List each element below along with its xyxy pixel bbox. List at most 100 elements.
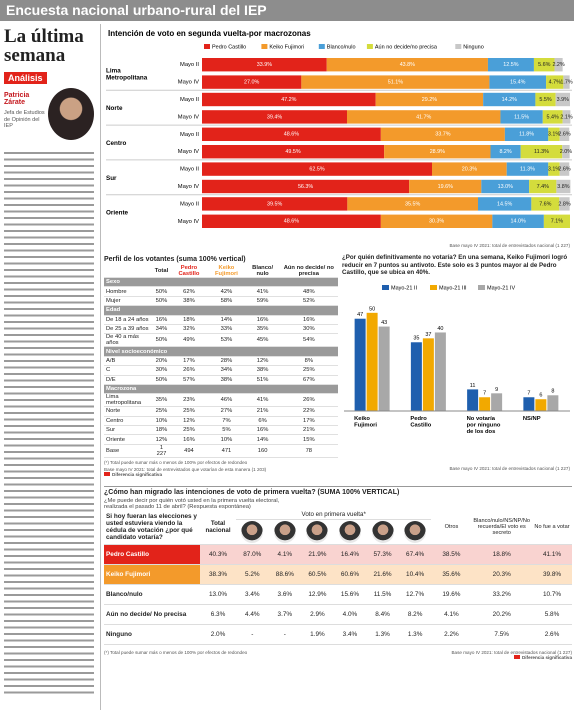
cell: 58% <box>207 296 245 305</box>
cell: 60.5% <box>301 565 334 585</box>
bar <box>435 332 446 411</box>
row-label: De 18 a 24 años <box>104 315 152 324</box>
cell: 30% <box>152 366 170 375</box>
cell: 3.6% <box>269 585 302 605</box>
cell: 16.4% <box>334 545 367 565</box>
value-label: 47.2% <box>281 97 296 103</box>
table-footer: (*) Total puede sumar más o menos de 100… <box>104 648 572 655</box>
table-note: (*) Total puede sumar más o menos de 100… <box>104 460 338 465</box>
legend-swatch <box>514 655 520 659</box>
cell: 50% <box>152 296 170 305</box>
cell: 16% <box>246 315 280 324</box>
page: Encuesta IEP {"header":{"title":"Encuest… <box>0 0 574 711</box>
table-title: ¿Cómo han migrado las intenciones de vot… <box>104 489 572 496</box>
candidate-header <box>269 520 302 545</box>
cell: 50% <box>152 375 170 384</box>
section-row: Nivel socioeconómico <box>104 347 338 356</box>
value-label: 27.0% <box>244 80 259 86</box>
value-label: 7 <box>483 390 486 396</box>
section-row: Edad <box>104 306 338 315</box>
cell: 59% <box>246 296 280 305</box>
legend-label: Pedro Castillo <box>212 44 246 50</box>
data-row: C30%26%34%38%25% <box>104 366 338 375</box>
value-label: 11.3% <box>520 167 535 173</box>
row-label: Aún no decide/ No precisa <box>104 605 200 625</box>
value-label: 51.1% <box>388 80 403 86</box>
header-row: Si hoy fueran las elecciones y usted est… <box>104 510 572 520</box>
cell: 2.2% <box>431 625 471 645</box>
data-row: A/B20%17%28%12%8% <box>104 356 338 365</box>
cell: 8.2% <box>399 605 432 625</box>
cell: - <box>236 625 269 645</box>
bar <box>547 395 558 411</box>
cell: 19.6% <box>431 585 471 605</box>
value-label: 6 <box>539 392 542 398</box>
stacked-chart: Intención de voto en segunda vuelta-por … <box>104 22 574 252</box>
cell: 25% <box>171 426 208 435</box>
value-label: 35.5% <box>405 201 420 207</box>
grouped-chart-block: ¿Por quién definitivamente no votaría? E… <box>342 254 572 482</box>
cell: 41.1% <box>532 545 572 565</box>
section-label: Macrozona <box>104 384 338 393</box>
cell: 21.6% <box>366 565 399 585</box>
value-label: 5.5% <box>539 97 551 103</box>
cell: 4.4% <box>236 605 269 625</box>
value-label: 35 <box>413 335 419 341</box>
category-label: Mayo II <box>180 97 199 103</box>
cell: 10.4% <box>399 565 432 585</box>
value-label: 3.8% <box>557 184 569 190</box>
cell: 20.3% <box>471 565 532 585</box>
cell: 52% <box>280 296 338 305</box>
value-label: 14.2% <box>502 97 517 103</box>
data-row: Oriente12%16%10%14%15% <box>104 435 338 444</box>
section-label: Edad <box>104 306 338 315</box>
cell: 57.3% <box>366 545 399 565</box>
category-label: Mayo II <box>180 201 199 207</box>
cell: 15% <box>280 435 338 444</box>
migration-table: Si hoy fueran las elecciones y usted est… <box>104 510 572 645</box>
row-label: Base <box>104 444 152 457</box>
column-header: Otros <box>431 510 471 545</box>
group-label: LimaMetropolitana <box>106 67 148 81</box>
section-tag: Análisis <box>4 72 47 84</box>
legend-label: Aún no decide/no precisa <box>375 44 438 50</box>
value-label: 48.6% <box>284 132 299 138</box>
row-label: Centro <box>104 416 152 425</box>
row-label: A/B <box>104 356 152 365</box>
value-label: 49.5% <box>285 149 300 155</box>
candidate-header <box>366 520 399 545</box>
cell: 15.6% <box>334 585 367 605</box>
value-label: 13.0% <box>498 184 513 190</box>
value-label: 40 <box>437 325 443 331</box>
cell: 2.9% <box>301 605 334 625</box>
sidebar-title: La última semana <box>4 27 96 65</box>
column-header: Total <box>152 265 170 278</box>
row-question: Si hoy fueran las elecciones y usted est… <box>104 510 200 545</box>
cell: 50% <box>152 334 170 347</box>
section-row: Macrozona <box>104 384 338 393</box>
category-label: Mayo II <box>180 167 199 173</box>
category-label: Mayo IV <box>178 219 199 225</box>
cell: 10.7% <box>532 585 572 605</box>
legend-swatch <box>478 285 485 290</box>
cell: 13.0% <box>200 585 236 605</box>
candidate-photo <box>241 521 263 543</box>
profile-table: TotalPedro CastilloKeiko FujimoriBlanco/… <box>104 265 338 458</box>
group-label: Centro <box>106 140 126 147</box>
value-label: 1.7% <box>560 80 572 86</box>
bar <box>535 399 546 411</box>
value-label: 29.2% <box>422 97 437 103</box>
legend-swatch <box>430 285 437 290</box>
cell: 26% <box>280 394 338 407</box>
candidate-header <box>236 520 269 545</box>
cell: 33.2% <box>471 585 532 605</box>
column-header: Blanco/ nulo <box>246 265 280 278</box>
value-label: 2.1% <box>560 114 572 120</box>
author-photo <box>48 88 94 140</box>
chart-note: Base mayo IV 2021: total de entrevistado… <box>449 466 570 471</box>
cell: 25% <box>171 407 208 416</box>
cell: 18.8% <box>471 545 532 565</box>
value-label: 19.6% <box>438 184 453 190</box>
value-label: 47 <box>357 312 363 318</box>
cell: 67.4% <box>399 545 432 565</box>
